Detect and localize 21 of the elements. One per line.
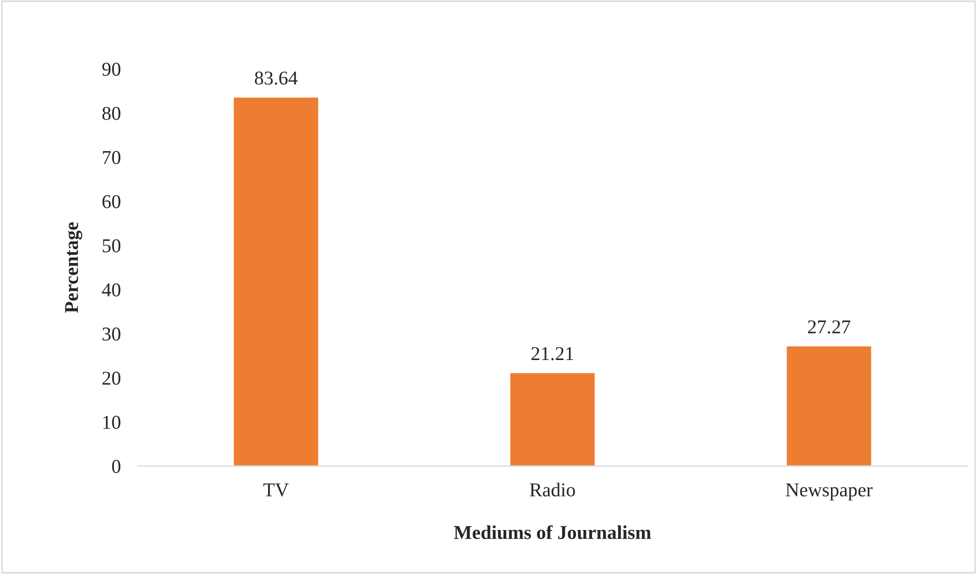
y-tick-label: 80 [102,106,120,120]
y-tick-label: 0 [112,460,120,474]
bar [232,96,320,466]
x-tick-label: Radio [530,482,575,496]
y-tick-label: 40 [102,283,120,296]
x-tick-label: TV [263,484,289,497]
y-tick-label: 50 [102,239,120,252]
bar [508,372,596,466]
x-tick-label: Newspaper [786,484,873,500]
bar [785,345,873,466]
y-tick-label: 10 [103,416,120,429]
y-tick-label: 70 [102,150,120,164]
data-label: 83.64 [254,72,298,85]
y-tick-label: 20 [102,372,120,385]
y-tick-label: 60 [102,195,120,208]
y-tick-label: 30 [102,328,120,341]
y-tick-label: 90 [102,62,120,76]
y-axis-title: Percentage [65,222,82,313]
data-label: 27.27 [808,320,850,334]
data-label: 21.21 [531,347,574,360]
x-axis-title: Mediums of Journalism [454,525,652,540]
